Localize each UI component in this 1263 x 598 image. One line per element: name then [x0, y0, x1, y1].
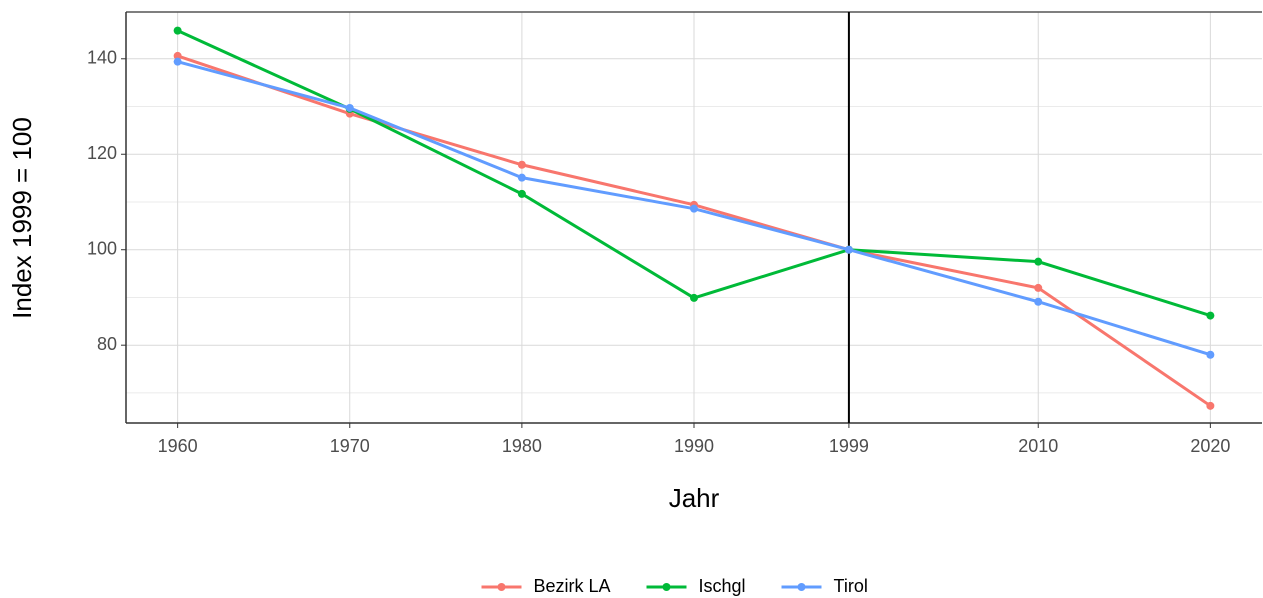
data-point [517, 173, 526, 182]
legend-key-point [662, 583, 671, 591]
data-point [173, 51, 182, 60]
data-point [1206, 350, 1215, 359]
data-point [1034, 257, 1043, 266]
x-tick-label: 1980 [502, 436, 542, 456]
legend-label: Tirol [834, 576, 868, 596]
x-tick-label: 1990 [674, 436, 714, 456]
data-point [173, 26, 182, 35]
y-tick-label: 140 [87, 48, 117, 68]
data-point [690, 293, 698, 302]
x-tick-label: 1960 [158, 436, 198, 456]
data-point [517, 189, 526, 198]
data-point [1206, 401, 1215, 410]
x-tick-label: 2020 [1190, 436, 1230, 456]
legend-label: Ischgl [699, 576, 746, 596]
y-tick-label: 80 [97, 334, 117, 354]
data-point [844, 245, 853, 254]
data-point [1206, 311, 1215, 320]
x-axis-title: Jahr [669, 483, 720, 513]
y-axis-title: Index 1999 = 100 [7, 117, 37, 319]
x-tick-label: 2010 [1018, 436, 1058, 456]
legend-key-point [497, 583, 506, 591]
data-point [173, 57, 182, 66]
data-point [1034, 297, 1043, 306]
data-point [690, 204, 698, 213]
x-tick-label: 1970 [330, 436, 370, 456]
data-point [345, 103, 354, 112]
x-tick-label: 1999 [829, 436, 869, 456]
y-tick-label: 100 [87, 238, 117, 258]
legend-label: Bezirk LA [534, 576, 611, 596]
legend-key-point [797, 583, 806, 591]
data-point [517, 160, 526, 169]
y-tick-label: 120 [87, 143, 117, 163]
data-point [1034, 283, 1043, 292]
